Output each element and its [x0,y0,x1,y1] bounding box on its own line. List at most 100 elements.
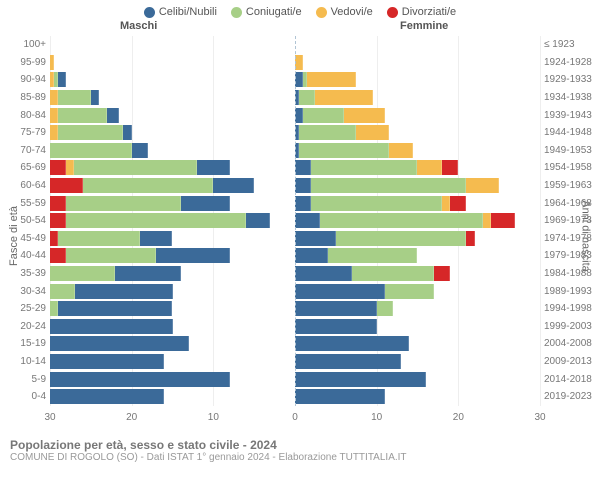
bar-segment [213,178,254,193]
bar-segment [66,248,156,263]
male-bar [50,389,295,404]
bar-segment [132,143,148,158]
bar-segment [66,160,74,175]
bar-segment [295,284,385,299]
bar-segment [315,90,372,105]
birth-year-label: 1969-1973 [544,215,598,226]
female-bar [295,336,540,351]
bar-segment [295,213,320,228]
age-label: 95-99 [2,57,46,68]
bar-segment [295,108,303,123]
age-row: 30-341989-1993 [50,282,540,300]
birth-year-label: 1989-1993 [544,286,598,297]
male-bar [50,284,295,299]
legend-label: Vedovi/e [331,6,373,18]
legend-item: Divorziati/e [387,6,456,18]
birth-year-label: 1959-1963 [544,180,598,191]
bar-segment [299,143,389,158]
age-row: 35-391984-1988 [50,265,540,283]
age-row: 40-441979-1983 [50,247,540,265]
bar-segment [50,231,58,246]
bar-segment [58,108,107,123]
bar-segment [417,160,442,175]
male-bar [50,354,295,369]
male-bar [50,108,295,123]
bar-segment [50,90,58,105]
female-bar [295,178,540,193]
age-row: 5-92014-2018 [50,370,540,388]
birth-year-label: 1944-1948 [544,127,598,138]
age-label: 40-44 [2,250,46,261]
bar-segment [58,90,91,105]
bar-segment [295,319,377,334]
x-tick-label: 10 [208,412,219,423]
female-bar [295,248,540,263]
bar-segment [50,266,115,281]
x-tick-label: 20 [126,412,137,423]
age-row: 10-142009-2013 [50,353,540,371]
bar-segment [66,196,180,211]
age-label: 75-79 [2,127,46,138]
plot-area: Fasce di età Anni di nascita 100+≤ 19239… [0,36,600,436]
male-bar [50,372,295,387]
chart-rows: 100+≤ 192395-991924-192890-941929-193385… [50,36,540,406]
birth-year-label: 1924-1928 [544,57,598,68]
bar-segment [466,231,474,246]
footer-title: Popolazione per età, sesso e stato civil… [10,438,590,452]
age-row: 95-991924-1928 [50,54,540,72]
female-bar [295,55,540,70]
legend-swatch [387,7,398,18]
bar-segment [140,231,173,246]
age-label: 0-4 [2,391,46,402]
bar-segment [50,55,54,70]
male-bar [50,231,295,246]
bar-segment [336,231,467,246]
birth-year-label: 2009-2013 [544,356,598,367]
x-tick-label: 30 [534,412,545,423]
female-bar [295,143,540,158]
age-row: 90-941929-1933 [50,71,540,89]
male-bar [50,319,295,334]
female-bar [295,72,540,87]
male-bar [50,248,295,263]
bar-segment [50,143,132,158]
female-bar [295,284,540,299]
age-label: 85-89 [2,92,46,103]
bar-segment [50,372,230,387]
bar-segment [295,354,401,369]
gridline [540,36,541,406]
age-row: 0-42019-2023 [50,388,540,406]
bar-segment [389,143,414,158]
age-label: 100+ [2,39,46,50]
bar-segment [352,266,434,281]
bar-segment [295,72,303,87]
age-label: 20-24 [2,321,46,332]
age-row: 20-241999-2003 [50,318,540,336]
bar-segment [295,160,311,175]
birth-year-label: 2014-2018 [544,374,598,385]
birth-year-label: 1934-1938 [544,92,598,103]
birth-year-label: 1999-2003 [544,321,598,332]
age-label: 10-14 [2,356,46,367]
female-bar [295,389,540,404]
legend-item: Celibi/Nubili [144,6,217,18]
age-row: 85-891934-1938 [50,89,540,107]
birth-year-label: 1954-1958 [544,162,598,173]
bar-segment [311,160,417,175]
male-bar [50,125,295,140]
birth-year-label: 1979-1983 [544,250,598,261]
bar-segment [156,248,230,263]
bar-segment [50,213,66,228]
bar-segment [311,196,442,211]
age-row: 80-841939-1943 [50,106,540,124]
birth-year-label: ≤ 1923 [544,39,598,50]
age-label: 70-74 [2,145,46,156]
age-row: 60-641959-1963 [50,177,540,195]
male-bar [50,196,295,211]
bar-segment [246,213,271,228]
female-bar [295,231,540,246]
bar-segment [434,266,450,281]
female-bar [295,372,540,387]
bar-segment [50,196,66,211]
male-bar [50,213,295,228]
